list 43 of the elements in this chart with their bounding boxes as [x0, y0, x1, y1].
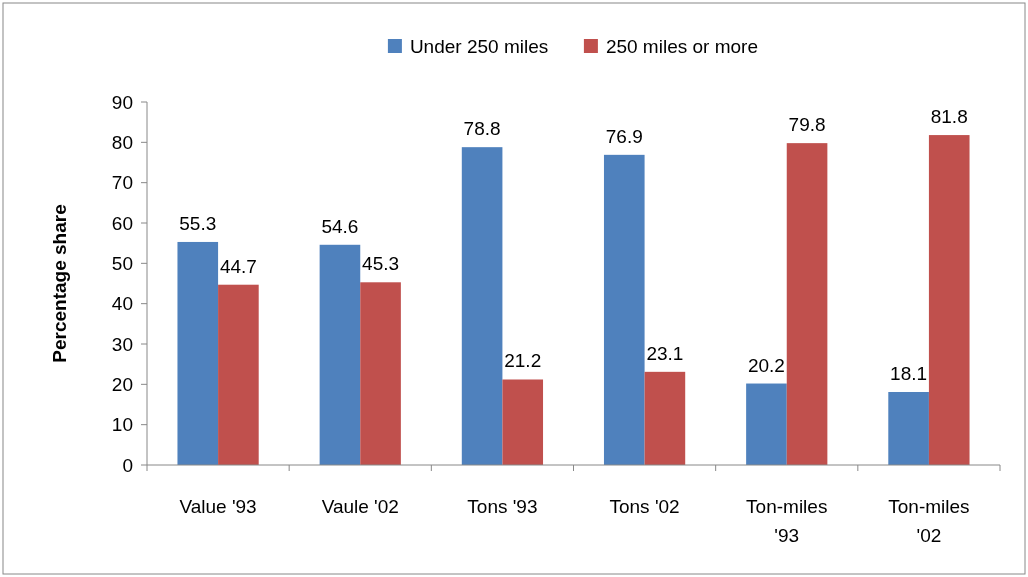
- y-tick-label: 0: [122, 454, 133, 476]
- x-tick-label: Tons '02: [609, 496, 680, 517]
- x-tick-label: Value '93: [179, 496, 257, 517]
- y-tick-label: 40: [111, 293, 133, 315]
- y-tick-label: 50: [111, 252, 133, 274]
- y-tick-label: 80: [111, 131, 133, 153]
- bar: [928, 135, 970, 465]
- x-tick-label: Tons '93: [467, 496, 538, 517]
- data-label: 23.1: [646, 342, 684, 364]
- y-tick-label: 20: [111, 373, 133, 395]
- data-label: 20.2: [747, 354, 785, 376]
- bar: [360, 282, 401, 465]
- y-tick-label: 30: [111, 333, 133, 355]
- y-tick-label: 60: [111, 212, 133, 234]
- bar: [461, 147, 503, 465]
- bar: [644, 371, 686, 465]
- y-tick-label: 10: [111, 414, 133, 436]
- data-label: 78.8: [463, 118, 501, 140]
- y-tick-label: 90: [111, 91, 133, 113]
- bar: [888, 392, 929, 465]
- data-label: 45.3: [362, 253, 400, 275]
- legend-label: 250 miles or more: [605, 35, 758, 57]
- bar: [502, 379, 544, 465]
- data-label: 21.2: [504, 350, 542, 372]
- data-label: 79.8: [788, 114, 826, 136]
- bar: [786, 143, 828, 465]
- data-label: 76.9: [605, 125, 643, 147]
- y-tick-label: 70: [111, 172, 133, 194]
- data-label: 55.3: [179, 212, 217, 234]
- bar: [177, 241, 219, 465]
- data-label: 18.1: [890, 363, 928, 384]
- data-label: 44.7: [219, 255, 257, 277]
- x-tick-label: Ton-miles '02: [888, 496, 970, 546]
- bar: [319, 244, 361, 465]
- x-tick-label: Ton-miles '93: [746, 496, 828, 546]
- legend-label: Under 250 miles: [409, 35, 549, 57]
- data-label: 54.6: [321, 215, 359, 237]
- y-axis-title: Percentage share: [49, 204, 70, 363]
- bar: [218, 284, 259, 465]
- data-label: 81.8: [930, 106, 968, 128]
- bar: [746, 383, 787, 465]
- x-tick-label: Vaule '02: [321, 496, 399, 517]
- bar: [603, 154, 645, 465]
